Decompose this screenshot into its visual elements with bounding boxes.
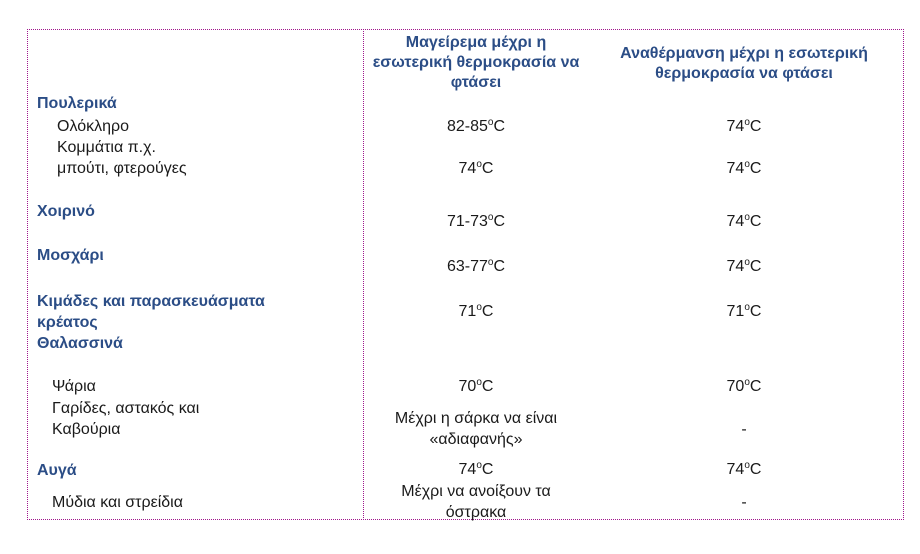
reheat-temp-fish: 70oC: [726, 377, 762, 396]
cook-temp-whole: 82-85oC: [446, 117, 506, 136]
cook-note-mussels-2: όστρακα: [445, 504, 507, 521]
reheat-temp-eggs: 74oC: [726, 460, 762, 479]
reheat-temp-pieces: 74oC: [726, 159, 762, 178]
cook-temp-pieces: 74oC: [458, 159, 494, 178]
category-poultry: Πουλερικά: [37, 95, 117, 112]
table-border: [27, 29, 904, 520]
category-mince-2: κρέατος: [37, 314, 98, 331]
reheat-temp-mussels: -: [741, 494, 747, 511]
row-label-fish: Ψάρια: [52, 378, 96, 395]
cook-temp-beef: 63-77oC: [446, 257, 506, 276]
category-eggs: Αυγά: [37, 462, 77, 479]
reheat-temp-shrimp: -: [741, 421, 747, 438]
header-cooking: Μαγείρεμα μέχρι η εσωτερική θερμοκρασία …: [372, 34, 580, 91]
category-seafood: Θαλασσινά: [37, 335, 123, 352]
reheat-temp-beef: 74oC: [726, 257, 762, 276]
cook-note-shrimp-2: «αδιαφανής»: [429, 431, 523, 448]
cook-note-mussels-1: Μέχρι να ανοίξουν τα: [401, 483, 551, 500]
reheat-temp-mince: 71oC: [726, 302, 762, 321]
cook-temp-fish: 70oC: [458, 377, 494, 396]
category-beef: Μοσχάρι: [37, 247, 104, 264]
header-reheating: Αναθέρμανση μέχρι η εσωτερική θερμοκρασί…: [620, 45, 868, 82]
category-pork: Χοιρινό: [37, 203, 95, 220]
row-label-pieces-2: μπούτι, φτερούγες: [57, 160, 187, 177]
row-label-pieces-1: Κομμάτια π.χ.: [57, 139, 156, 156]
row-label-mussels: Μύδια και στρείδια: [52, 494, 183, 511]
cook-note-shrimp-1: Μέχρι η σάρκα να είναι: [394, 410, 558, 427]
reheat-temp-whole: 74oC: [726, 117, 762, 136]
column-divider: [363, 29, 364, 520]
cook-temp-pork: 71-73oC: [446, 212, 506, 231]
category-mince-1: Κιμάδες και παρασκευάσματα: [37, 293, 265, 310]
row-label-whole: Ολόκληρο: [57, 118, 129, 135]
cook-temp-eggs: 74oC: [458, 460, 494, 479]
row-label-shrimp-1: Γαρίδες, αστακός και: [52, 400, 200, 417]
cook-temp-mince: 71oC: [458, 302, 494, 321]
reheat-temp-pork: 74oC: [726, 212, 762, 231]
row-label-shrimp-2: Καβούρια: [52, 421, 121, 438]
